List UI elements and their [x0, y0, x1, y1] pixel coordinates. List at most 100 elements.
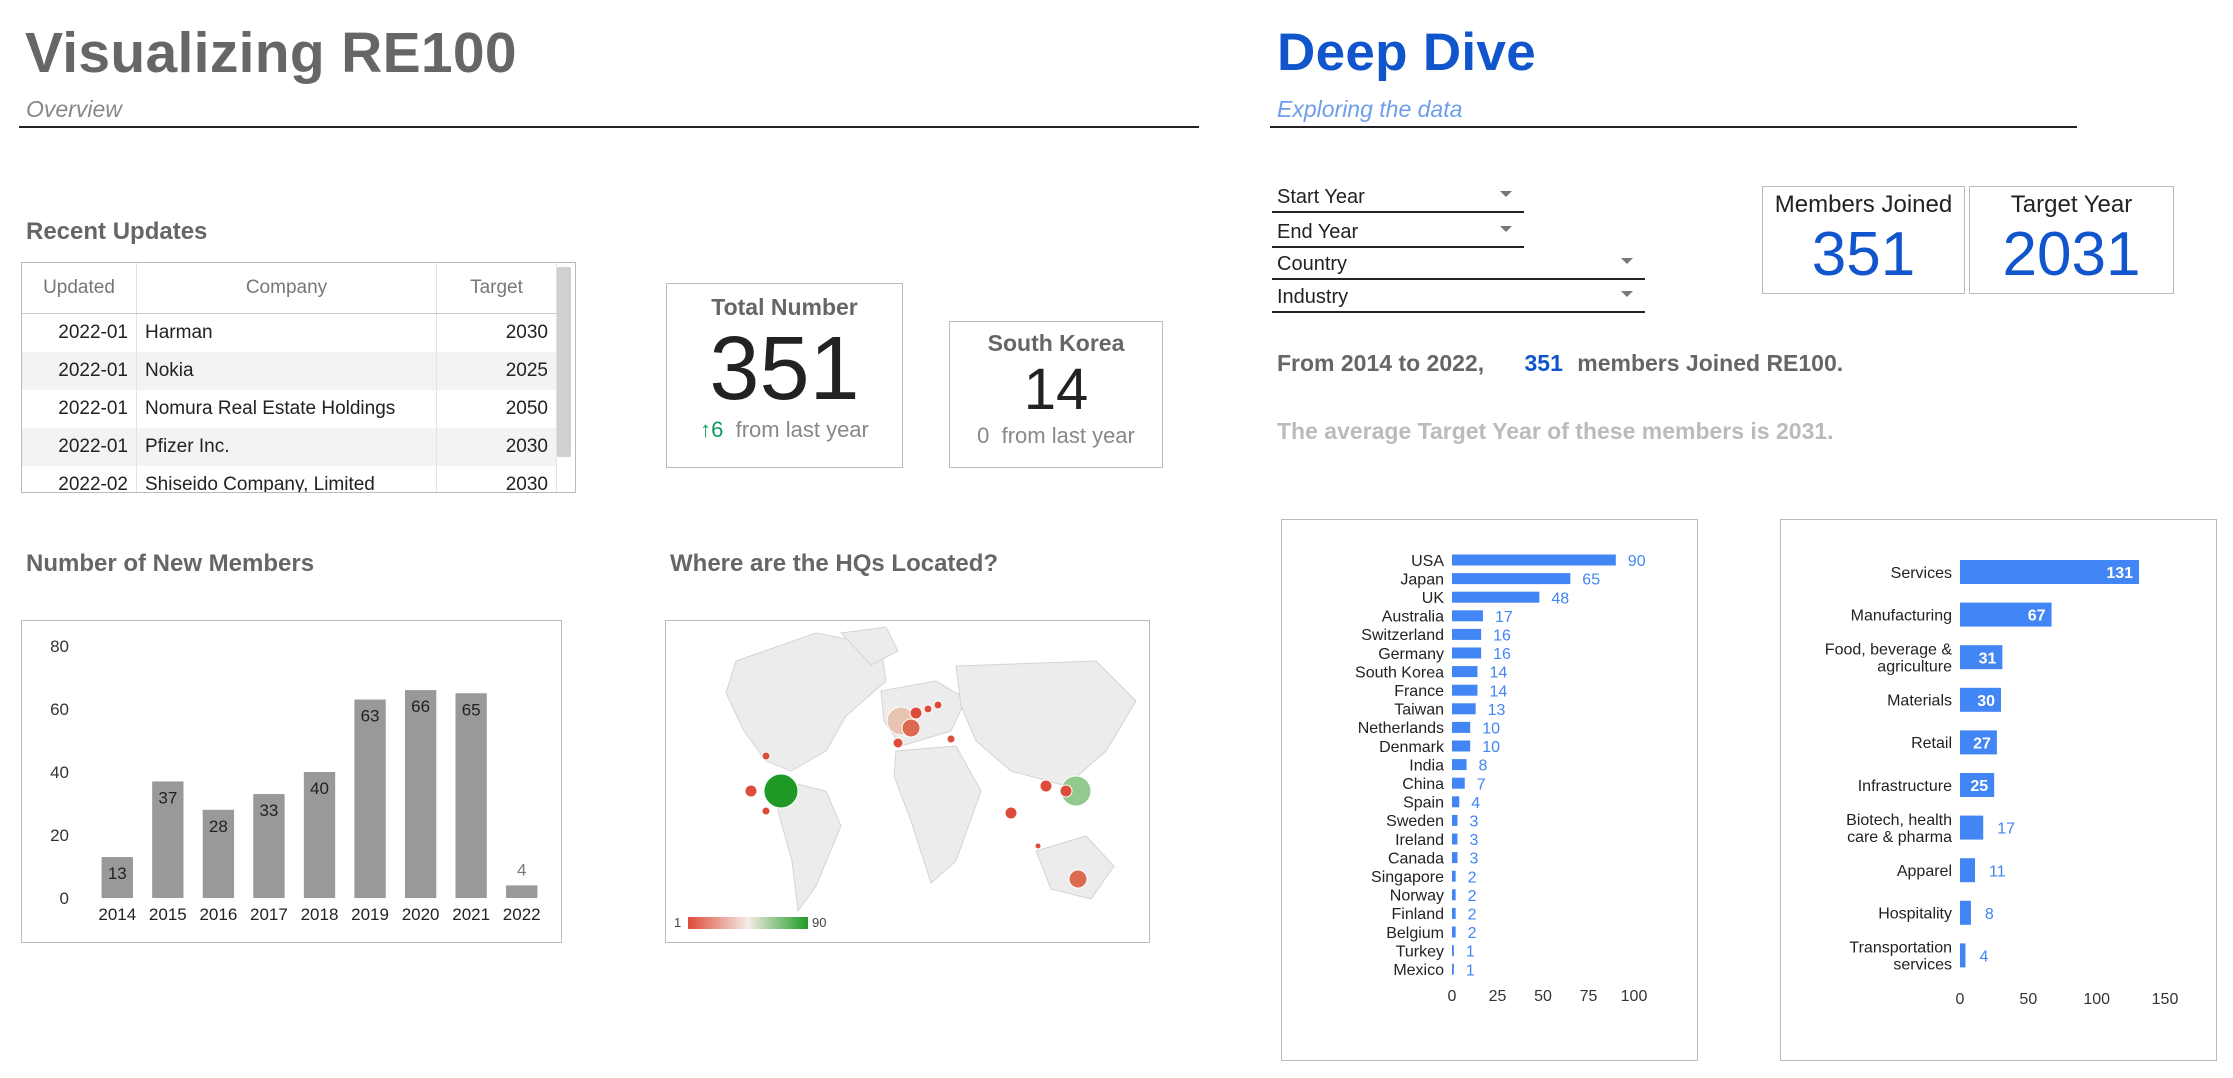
hq-marker [763, 773, 799, 809]
legend-max: 90 [812, 915, 826, 930]
cell-target: 2030 [436, 428, 557, 466]
data-label: 65 [1582, 572, 1600, 589]
data-label: 67 [2028, 608, 2046, 625]
south-korea-delta: 0 from last year [950, 423, 1162, 449]
hq-marker [744, 784, 758, 798]
column-header-company[interactable]: Company [136, 263, 437, 314]
cell-target: 2050 [436, 390, 557, 428]
bar [1452, 628, 1482, 640]
table-row: 2022-01 Pfizer Inc. 2030 [22, 428, 557, 466]
category-label: Materials [1887, 693, 1952, 710]
data-label: 7 [1477, 776, 1486, 793]
category-label: Singapore [1371, 869, 1444, 886]
korea-delta-value: 0 [977, 423, 990, 448]
data-label: 3 [1469, 851, 1478, 868]
country-dropdown[interactable]: Country [1272, 250, 1645, 280]
statement-count: 351 [1524, 350, 1563, 376]
data-label: 1 [1466, 962, 1475, 979]
cell-company: Pfizer Inc. [136, 428, 437, 466]
deep-dive-title: Deep Dive [1277, 23, 1536, 82]
x-tick-label: 50 [2019, 991, 2037, 1008]
bar [1452, 573, 1571, 585]
x-tick-label: 2022 [503, 905, 541, 924]
data-label: 14 [1489, 683, 1507, 700]
start-year-dropdown[interactable]: Start Year [1272, 183, 1524, 213]
x-tick-label: 100 [1621, 988, 1648, 1005]
x-tick-label: 2021 [452, 905, 490, 924]
category-label: Apparel [1897, 863, 1952, 880]
category-label: Sweden [1386, 813, 1444, 830]
bar [1452, 852, 1458, 864]
category-label: Retail [1911, 735, 1952, 752]
total-number-card: Total Number 351 ↑6 from last year [666, 283, 903, 468]
recent-updates-table[interactable]: Updated Company Target 2022-01 Harman 20… [21, 262, 576, 493]
australia-shape [1035, 835, 1115, 900]
data-label: 2 [1468, 925, 1477, 942]
total-delta-text: from last year [735, 417, 869, 442]
column-header-target[interactable]: Target [436, 263, 557, 314]
data-label: 25 [1970, 778, 1988, 795]
map-color-legend [688, 917, 808, 929]
cell-updated: 2022-01 [22, 313, 137, 352]
hq-marker [923, 704, 933, 714]
map-markers [744, 700, 1092, 889]
south-korea-value: 14 [1023, 357, 1089, 422]
cell-updated: 2022-02 [22, 466, 137, 492]
cell-company: Shiseido Company, Limited [136, 466, 437, 492]
total-number-delta: ↑6 from last year [667, 417, 902, 443]
members-joined-value: 351 [1811, 220, 1916, 289]
table-row: 2022-01 Harman 2030 [22, 313, 557, 352]
end-year-dropdown[interactable]: End Year [1272, 218, 1524, 248]
data-label: 31 [1979, 650, 1997, 667]
title-divider [19, 126, 1199, 128]
category-label: UK [1422, 590, 1445, 607]
data-label: 48 [1551, 590, 1569, 607]
category-label: services [1893, 957, 1952, 974]
bar [1452, 945, 1454, 957]
hq-map[interactable]: 1 90 [665, 620, 1150, 943]
arrow-up-icon: ↑ [700, 417, 712, 442]
hq-marker [1039, 779, 1053, 793]
bar [1452, 554, 1616, 566]
category-label: USA [1411, 553, 1444, 570]
bar [354, 699, 386, 898]
country-label: Country [1277, 253, 1348, 275]
bar [1960, 943, 1966, 968]
data-label: 2 [1468, 906, 1477, 923]
y-tick-label: 20 [50, 826, 69, 845]
total-delta-value: 6 [711, 417, 724, 442]
industry-dropdown[interactable]: Industry [1272, 283, 1645, 313]
data-label: 2 [1468, 869, 1477, 886]
category-label: Japan [1400, 571, 1444, 588]
category-label: agriculture [1877, 658, 1952, 675]
table-scrollbar[interactable] [557, 267, 571, 457]
column-header-updated[interactable]: Updated [22, 263, 137, 314]
x-tick-label: 2016 [199, 905, 237, 924]
bar [1452, 591, 1540, 603]
data-label: 4 [517, 860, 526, 879]
category-label: China [1402, 776, 1444, 793]
data-label: 33 [259, 801, 278, 820]
category-label: Manufacturing [1851, 607, 1952, 624]
bar [1452, 721, 1471, 733]
bar [1452, 740, 1471, 752]
category-label: Switzerland [1361, 627, 1444, 644]
south-america-shape [777, 780, 842, 913]
total-number-value: 351 [709, 319, 860, 419]
hq-marker [1034, 842, 1042, 850]
cell-company: Harman [136, 313, 437, 352]
cell-target: 2025 [436, 352, 557, 390]
x-tick-label: 0 [1448, 988, 1457, 1005]
data-label: 3 [1469, 832, 1478, 849]
table-row: 2022-02 Shiseido Company, Limited 2030 [22, 466, 557, 492]
statement-suffix: members Joined RE100. [1577, 350, 1844, 376]
category-label: Ireland [1395, 832, 1444, 849]
bar [1452, 889, 1456, 901]
bar [253, 794, 285, 898]
category-label: Norway [1390, 888, 1444, 905]
industry-chart-svg: Services 131 Manufacturing 67 Food, beverage… [1825, 560, 2178, 1008]
data-label: 17 [1997, 821, 2015, 838]
bar [1452, 870, 1456, 882]
cell-target: 2030 [436, 466, 557, 492]
